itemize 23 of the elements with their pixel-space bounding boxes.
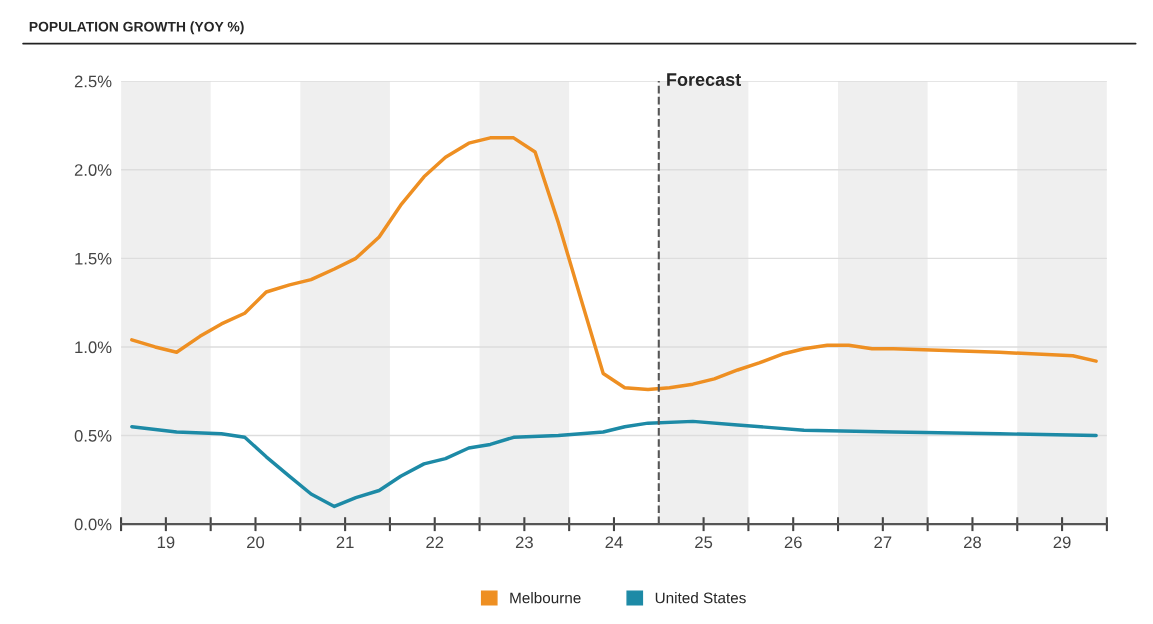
x-tick-label: 27 bbox=[874, 536, 892, 549]
x-tick-label: 26 bbox=[784, 536, 802, 549]
line-series bbox=[130, 136, 1098, 392]
line-series bbox=[130, 419, 1098, 509]
x-tick-label: 22 bbox=[426, 536, 444, 549]
legend-label: Melbourne bbox=[510, 592, 581, 604]
x-tick-label: 20 bbox=[247, 536, 265, 549]
legend-label: United States bbox=[655, 592, 746, 604]
y-tick-label: 0.5% bbox=[74, 429, 112, 442]
ref-line-label: Forecast bbox=[667, 73, 741, 86]
x-tick-label: 23 bbox=[515, 536, 533, 549]
x-tick-label: 29 bbox=[1053, 536, 1071, 549]
y-tick-label: 2.0% bbox=[74, 164, 112, 176]
y-tick-label: 0.0% bbox=[74, 518, 112, 531]
x-tick-label: 25 bbox=[695, 536, 713, 549]
x-tick-label: 21 bbox=[336, 536, 354, 549]
y-tick-label: 1.5% bbox=[75, 252, 112, 265]
chart-title: POPULATION GROWTH (YOY %) bbox=[29, 21, 244, 35]
y-tick-label: 1.0% bbox=[75, 341, 112, 354]
x-tick-label: 24 bbox=[605, 536, 623, 549]
x-tick-label: 19 bbox=[157, 536, 175, 549]
y-tick-label: 2.5% bbox=[74, 75, 112, 88]
x-tick-label: 28 bbox=[964, 536, 981, 549]
